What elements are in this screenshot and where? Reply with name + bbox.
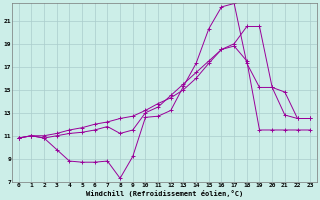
X-axis label: Windchill (Refroidissement éolien,°C): Windchill (Refroidissement éolien,°C) bbox=[86, 190, 243, 197]
